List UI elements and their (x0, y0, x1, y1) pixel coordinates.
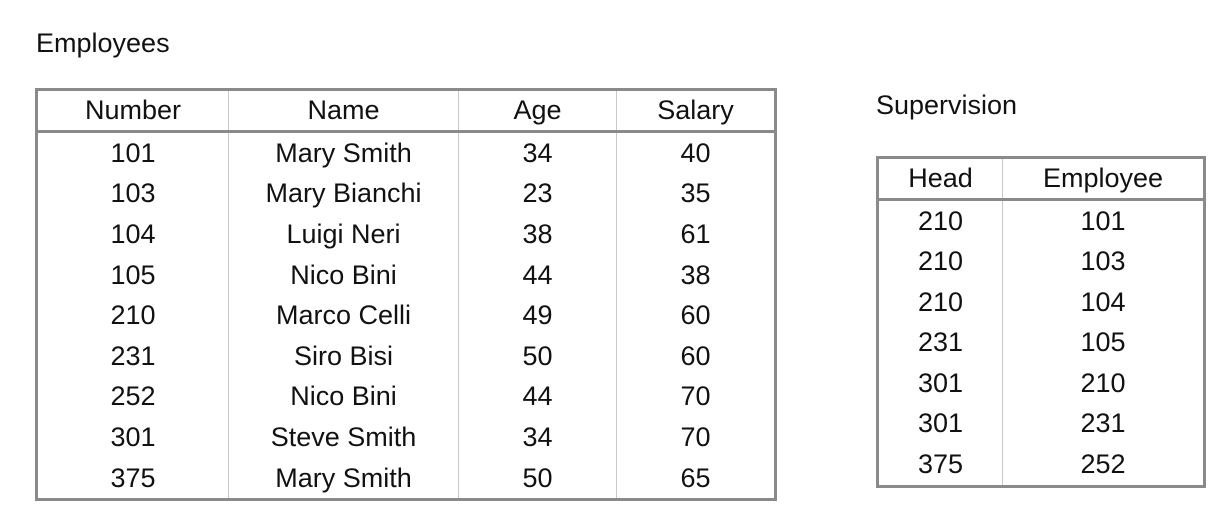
column-header-employee: Employee (1002, 157, 1205, 201)
cell-name: Mary Bianchi (228, 173, 459, 215)
cell-age: 38 (458, 214, 617, 255)
employees-table: Number Name Age Salary 101 Mary Smith 34… (35, 88, 777, 502)
table-row: 210 104 (878, 282, 1205, 323)
cell-name: Marco Celli (228, 295, 459, 336)
cell-number: 101 (110, 137, 156, 168)
cell-number: 105 (110, 259, 156, 290)
table-row: 101 Mary Smith 34 40 (37, 131, 776, 174)
cell-number: 103 (110, 178, 156, 209)
table-row: 104 Luigi Neri 38 61 (37, 214, 776, 255)
cell-head: 210 (917, 246, 964, 277)
cell-age: 44 (458, 376, 617, 418)
cell-age: 49 (458, 295, 617, 336)
cell-name: Mary Smith (228, 131, 459, 174)
column-header-salary: Salary (616, 89, 776, 133)
cell-name: Steve Smith (228, 417, 459, 458)
cell-employee: 252 (1002, 444, 1205, 486)
table-row: 252 Nico Bini 44 70 (37, 376, 776, 418)
table-row: 231 105 (878, 322, 1205, 363)
cell-head: 231 (917, 327, 964, 358)
cell-employee: 104 (1002, 282, 1205, 323)
cell-salary: 60 (616, 335, 776, 377)
cell-name: Luigi Neri (228, 214, 459, 255)
cell-age: 50 (458, 457, 617, 500)
cell-salary: 40 (616, 131, 776, 174)
cell-age: 34 (458, 417, 617, 458)
column-header-number: Number (36, 89, 229, 133)
table-row: 375 Mary Smith 50 65 (37, 457, 776, 500)
table-row: 301 Steve Smith 34 70 (37, 417, 776, 458)
table-row: 301 210 (878, 363, 1205, 404)
cell-head: 210 (917, 205, 964, 236)
cell-employee: 210 (1002, 363, 1205, 404)
supervision-header-row: Head Employee (877, 157, 1205, 201)
cell-number: 104 (110, 218, 156, 249)
cell-age: 44 (458, 254, 617, 296)
cell-salary: 35 (616, 173, 776, 215)
column-header-name: Name (228, 89, 459, 133)
cell-name: Nico Bini (228, 254, 459, 296)
table-row: 105 Nico Bini 44 38 (37, 254, 776, 296)
cell-name: Nico Bini (228, 376, 459, 418)
cell-head: 375 (917, 448, 964, 479)
cell-head: 301 (917, 367, 964, 398)
column-header-age: Age (458, 89, 617, 133)
cell-salary: 70 (616, 417, 776, 458)
cell-employee: 105 (1002, 322, 1205, 363)
employees-header-row: Number Name Age Salary (36, 89, 776, 133)
cell-salary: 61 (616, 214, 776, 255)
cell-age: 23 (458, 173, 617, 215)
table-row: 210 Marco Celli 49 60 (37, 295, 776, 336)
table-row: 231 Siro Bisi 50 60 (37, 335, 776, 377)
cell-age: 34 (458, 131, 617, 174)
cell-number: 231 (110, 340, 156, 371)
cell-name: Siro Bisi (228, 335, 459, 377)
cell-employee: 103 (1002, 241, 1205, 282)
cell-number: 375 (110, 462, 156, 493)
cell-head: 210 (917, 286, 964, 317)
table-row: 301 231 (878, 403, 1205, 444)
table-row: 103 Mary Bianchi 23 35 (37, 173, 776, 215)
table-row: 210 103 (878, 241, 1205, 282)
cell-age: 50 (458, 335, 617, 377)
cell-employee: 101 (1002, 199, 1205, 242)
cell-number: 301 (110, 421, 156, 452)
column-header-head: Head (877, 157, 1003, 201)
supervision-table: Head Employee 210 101 210 103 210 104 23… (876, 156, 1206, 488)
cell-salary: 38 (616, 254, 776, 296)
cell-head: 301 (917, 408, 964, 439)
cell-employee: 231 (1002, 403, 1205, 444)
cell-salary: 60 (616, 295, 776, 336)
cell-number: 252 (110, 381, 156, 412)
cell-number: 210 (110, 300, 156, 331)
table-row: 375 252 (878, 444, 1205, 486)
cell-salary: 70 (616, 376, 776, 418)
table-row: 210 101 (878, 199, 1205, 242)
employees-table-caption: Employees (36, 28, 170, 58)
supervision-table-caption: Supervision (876, 90, 1018, 120)
cell-name: Mary Smith (228, 457, 459, 500)
cell-salary: 65 (616, 457, 776, 500)
